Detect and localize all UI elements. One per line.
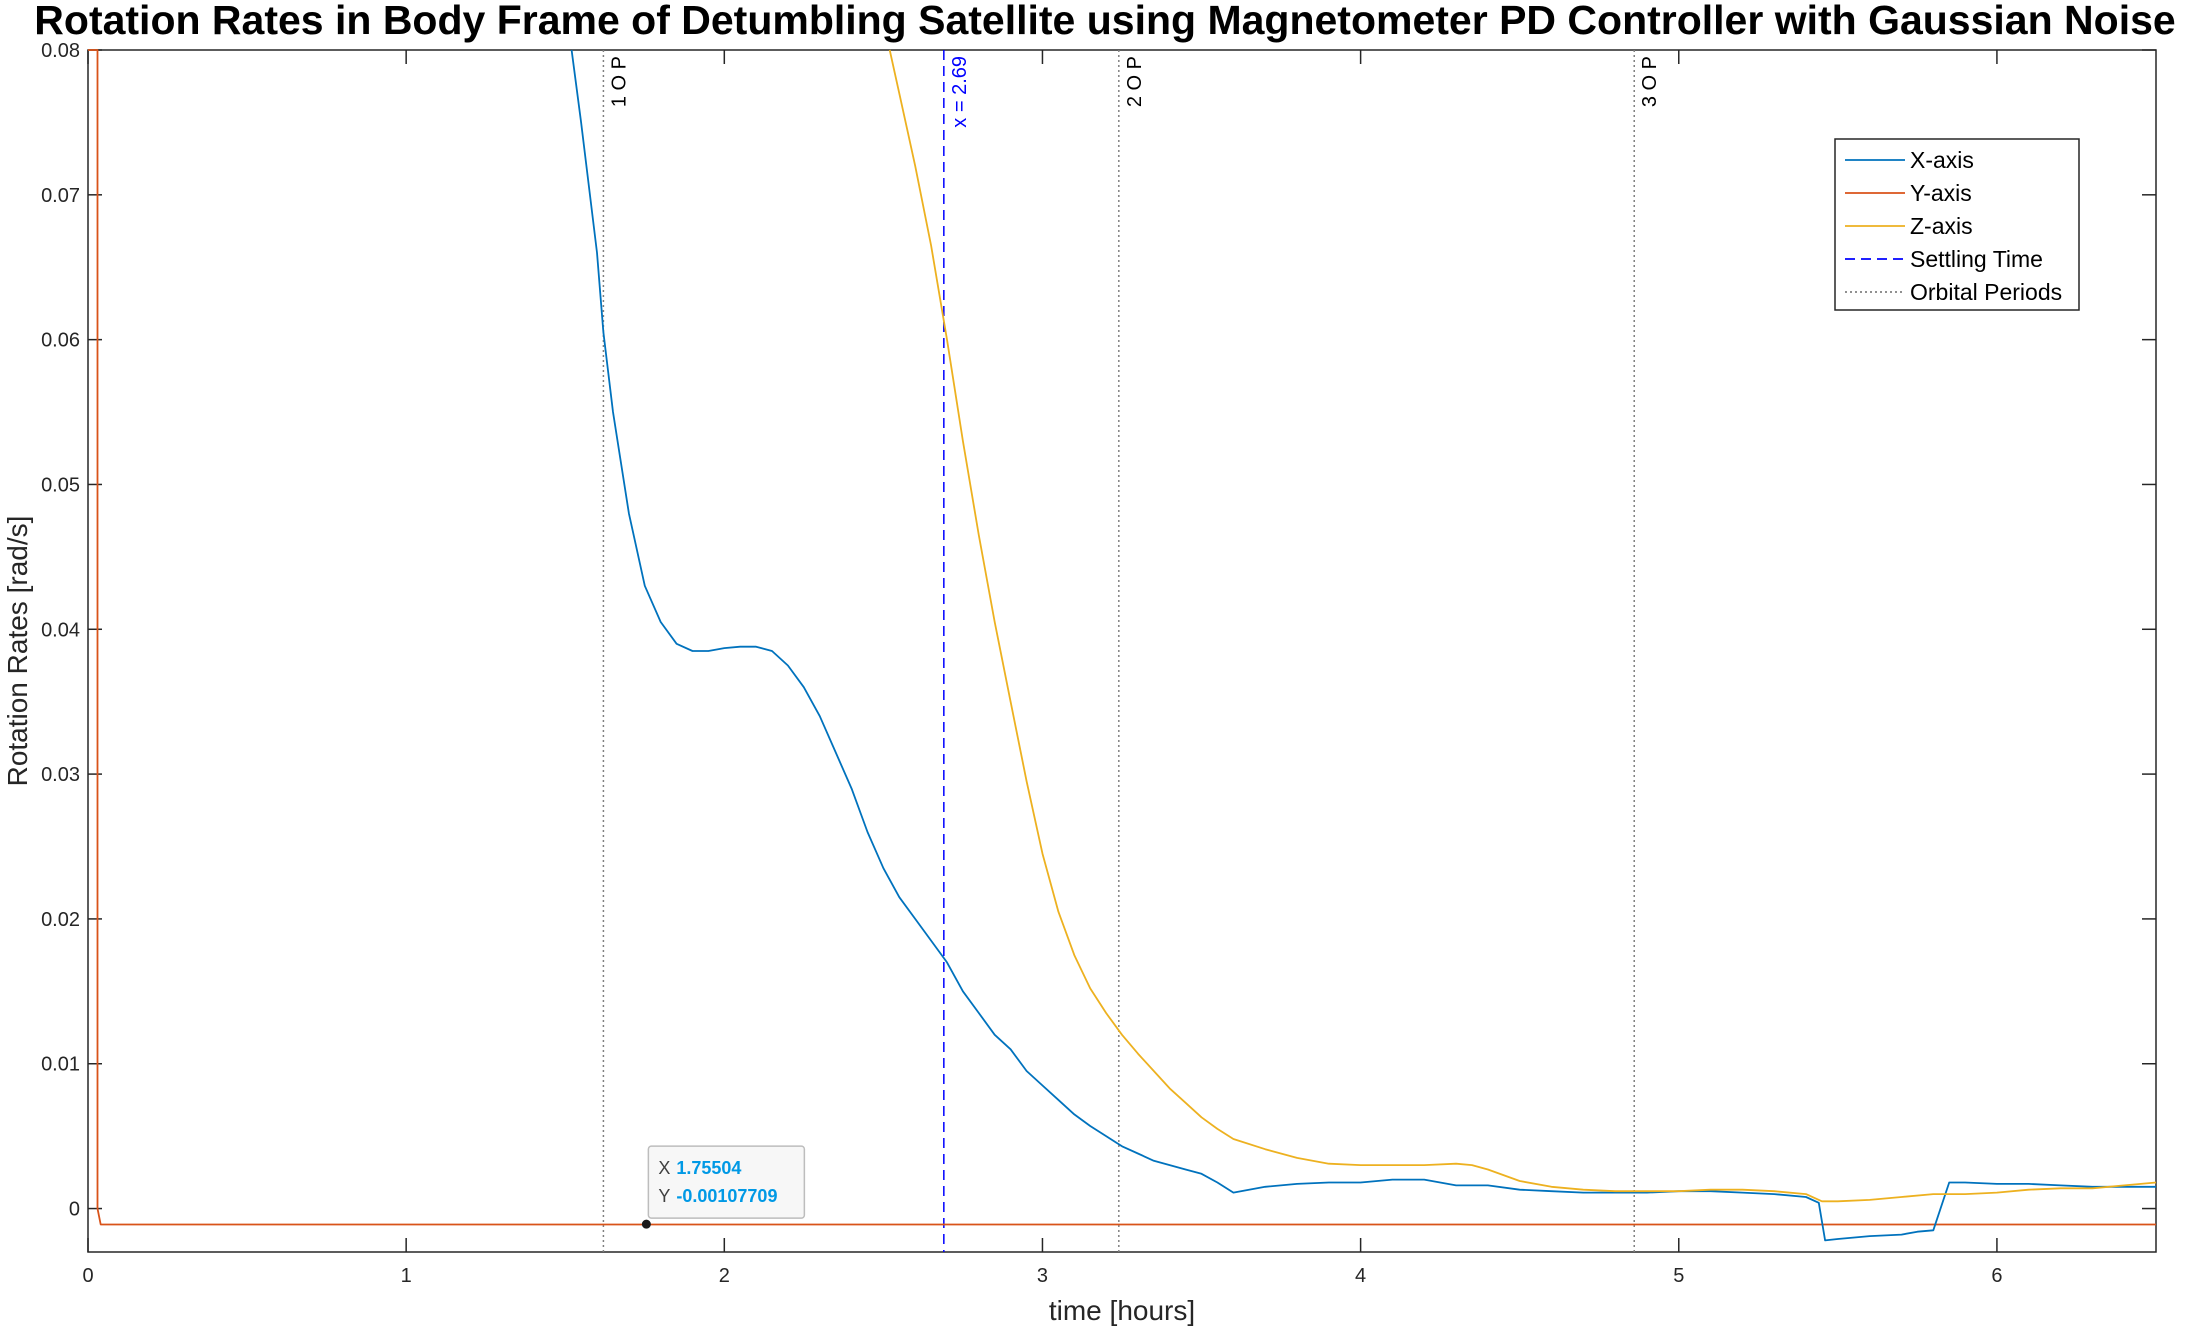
datatip-y-label: Y	[658, 1186, 670, 1206]
y-tick-label: 0.06	[41, 330, 80, 352]
legend[interactable]: X-axis Y-axis Z-axis Settling Time Orbital P…	[1834, 138, 2080, 311]
y-axis-label: Rotation Rates [rad/s]	[2, 516, 33, 787]
x-tick-label: 0	[82, 1265, 93, 1287]
x-axis-label: time [hours]	[1049, 1295, 1195, 1326]
axis-ticks: 0 1 2 3 4 5 6 0 0.01 0.02 0.03 0.04 0.05 0.06 0.07 0.08	[41, 40, 2156, 1287]
y-tick-label: 0.01	[41, 1054, 80, 1076]
y-tick-label: 0	[69, 1199, 80, 1221]
x-tick-label: 6	[1991, 1265, 2002, 1287]
y-tick-label: 0.03	[41, 764, 80, 786]
plot-area[interactable]	[87, 49, 2157, 1253]
x-tick-label: 3	[1037, 1265, 1048, 1287]
datatip-x-label: X	[658, 1158, 670, 1178]
legend-label: X-axis	[1910, 147, 1974, 173]
datatip[interactable]: X 1.75504 Y -0.00107709	[641, 1145, 806, 1229]
legend-label: Y-axis	[1910, 180, 1972, 206]
series-line-x-axis	[570, 49, 2156, 1242]
orbital-period-label: 2 O P	[1124, 56, 1146, 107]
datatip-x-value: 1.75504	[676, 1158, 741, 1178]
orbital-period-label: 3 O P	[1639, 56, 1661, 107]
series-layer	[88, 49, 2157, 1242]
datatip-box[interactable]	[647, 1145, 806, 1219]
orbital-period-label: 1 O P	[608, 56, 630, 107]
x-tick-label: 1	[401, 1265, 412, 1287]
x-tick-label: 5	[1673, 1265, 1684, 1287]
reference-lines: 1 O P 2 O P 3 O P x = 2.69	[602, 50, 1661, 1252]
y-tick-label: 0.08	[41, 40, 80, 62]
datatip-marker[interactable]	[641, 1219, 651, 1229]
settling-time-label: x = 2.69	[949, 56, 971, 128]
chart-title: Rotation Rates in Body Frame of Detumbli…	[34, 0, 2175, 43]
legend-label: Settling Time	[1910, 246, 2043, 272]
series-line-z-axis	[888, 49, 2157, 1203]
x-tick-label: 2	[719, 1265, 730, 1287]
y-tick-label: 0.05	[41, 474, 80, 496]
legend-box	[1834, 138, 2080, 311]
datatip-y-value: -0.00107709	[676, 1186, 777, 1206]
y-tick-label: 0.04	[41, 619, 80, 641]
legend-label: Orbital Periods	[1910, 279, 2062, 305]
y-tick-label: 0.02	[41, 909, 80, 931]
series-line-y-axis	[88, 49, 2156, 1226]
legend-label: Z-axis	[1910, 213, 1973, 239]
x-tick-label: 4	[1355, 1265, 1366, 1287]
y-tick-label: 0.07	[41, 185, 80, 207]
